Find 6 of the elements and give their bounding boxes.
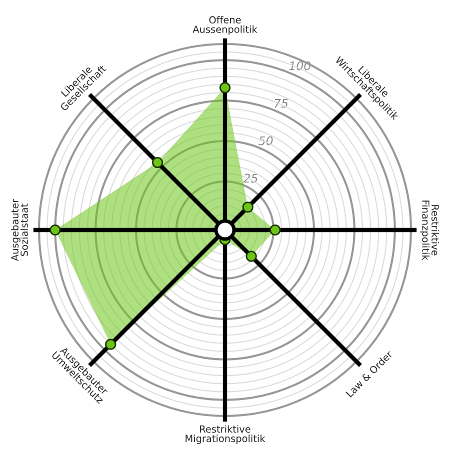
spoke-label: Ausgebauter Sozialstaat: [10, 198, 28, 261]
spoke-label: Restriktive Finanzpolitik: [420, 200, 440, 260]
y-tick-label: 25: [243, 174, 258, 183]
spoke-label: Restriktive Migrationspolitik: [186, 425, 266, 444]
spoke-label: Offene Aussenpolitik: [192, 16, 258, 35]
y-tick-label: 75: [274, 98, 288, 108]
